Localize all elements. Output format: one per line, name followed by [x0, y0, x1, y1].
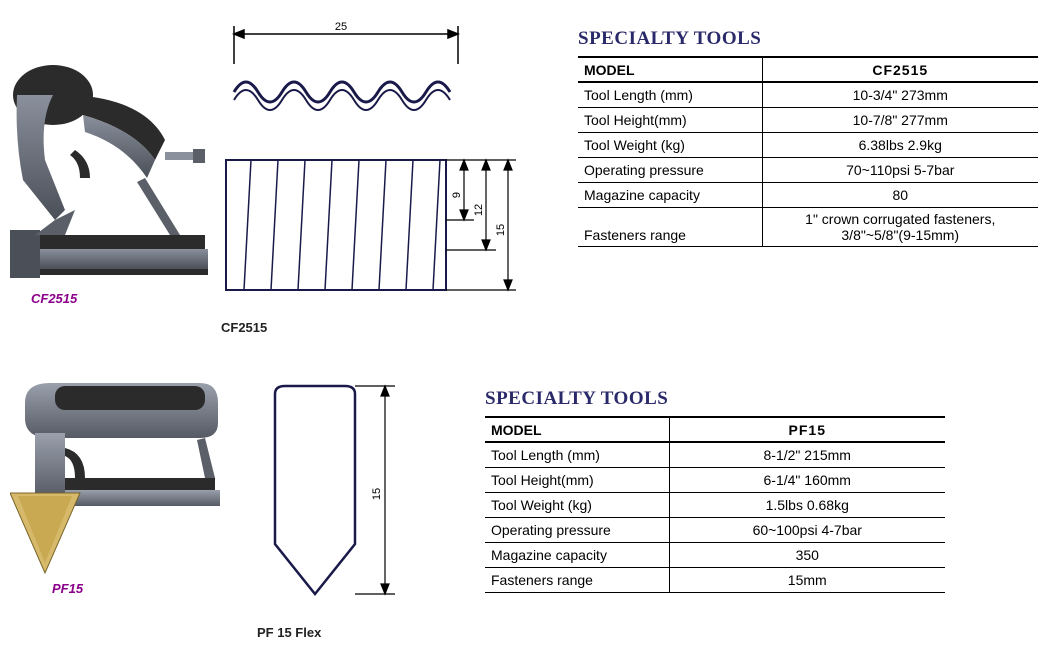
section-title: SPECIALTY TOOLS — [578, 28, 761, 50]
spec-label: Magazine capacity — [578, 182, 762, 207]
spec-label: Operating pressure — [578, 157, 762, 182]
spec-table-cf2515: MODEL CF2515 Tool Length (mm)10-3/4" 273… — [578, 56, 1038, 247]
spec-label: Tool Weight (kg) — [578, 132, 762, 157]
table-header-value: CF2515 — [762, 57, 1038, 82]
diagram-label: PF 15 Flex — [257, 625, 321, 640]
spec-value: 80 — [762, 182, 1038, 207]
spec-value-line1: 1" crown corrugated fasteners, — [769, 211, 1033, 227]
spec-label: Tool Length (mm) — [578, 82, 762, 107]
spec-value: 10-7/8" 277mm — [762, 107, 1038, 132]
spec-label: Fasteners range — [485, 567, 669, 592]
dim-12: 12 — [473, 204, 485, 216]
spec-value-line2: 3/8"~5/8"(9-15mm) — [769, 227, 1033, 243]
spec-value: 350 — [669, 542, 945, 567]
section-title: SPECIALTY TOOLS — [485, 388, 668, 410]
table-header-label: MODEL — [578, 57, 762, 82]
spec-label: Tool Height(mm) — [578, 107, 762, 132]
spec-label: Operating pressure — [485, 517, 669, 542]
spec-value: 10-3/4" 273mm — [762, 82, 1038, 107]
table-header-label: MODEL — [485, 417, 669, 442]
spec-value: 70~110psi 5-7bar — [762, 157, 1038, 182]
table-header-value: PF15 — [669, 417, 945, 442]
dim-15: 15 — [371, 488, 383, 500]
spec-value: 8-1/2" 215mm — [669, 442, 945, 467]
diagram-label: CF2515 — [221, 320, 267, 335]
spec-table-pf15: MODEL PF15 Tool Length (mm)8-1/2" 215mm … — [485, 416, 945, 593]
tool-model-label: PF15 — [52, 581, 83, 596]
tool-model-label: CF2515 — [31, 291, 77, 306]
spec-value: 15mm — [669, 567, 945, 592]
spec-label: Tool Weight (kg) — [485, 492, 669, 517]
fastener-diagram-pf15: 15 — [255, 384, 420, 614]
dim-top: 25 — [335, 21, 347, 33]
spec-value: 60~100psi 4-7bar — [669, 517, 945, 542]
spec-value: 6.38lbs 2.9kg — [762, 132, 1038, 157]
dim-9: 9 — [451, 192, 463, 198]
spec-label: Tool Length (mm) — [485, 442, 669, 467]
spec-label: Fasteners range — [578, 207, 762, 246]
tool-image-pf15 — [10, 378, 225, 578]
fastener-diagram-cf2515: 25 9 12 15 — [216, 20, 526, 320]
spec-value: 1.5lbs 0.68kg — [669, 492, 945, 517]
spec-value: 1" crown corrugated fasteners, 3/8"~5/8"… — [762, 207, 1038, 246]
tool-image-cf2515 — [5, 60, 215, 290]
spec-label: Tool Height(mm) — [485, 467, 669, 492]
spec-label: Magazine capacity — [485, 542, 669, 567]
spec-value: 6-1/4" 160mm — [669, 467, 945, 492]
dim-15: 15 — [495, 224, 507, 236]
